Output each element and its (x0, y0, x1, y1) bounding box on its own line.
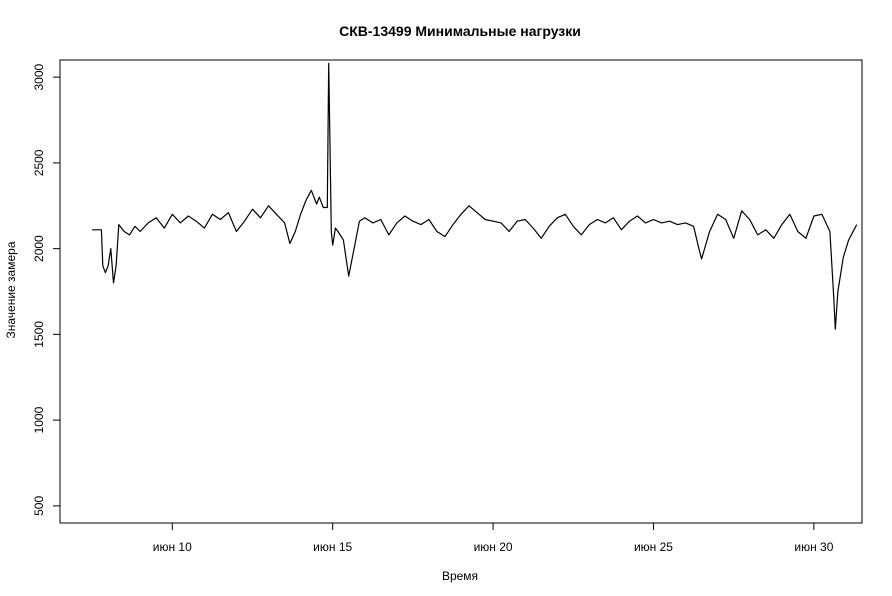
y-tick-label: 2500 (32, 149, 46, 176)
x-tick-label: июн 25 (634, 540, 673, 554)
x-tick-label: июн 15 (313, 540, 352, 554)
y-tick-label: 2000 (32, 235, 46, 262)
x-tick-label: июн 20 (474, 540, 513, 554)
y-tick-label: 500 (32, 496, 46, 516)
x-axis: июн 10 июн 15 июн 20 июн 25 июн 30 (153, 523, 834, 554)
x-tick-label: июн 30 (794, 540, 833, 554)
y-tick-label: 1000 (32, 406, 46, 433)
y-axis-label: Значение замера (4, 241, 18, 338)
y-tick-label: 1500 (32, 321, 46, 348)
chart-title: СКВ-13499 Минимальные нагрузки (339, 23, 581, 39)
y-tick-label: 3000 (32, 63, 46, 90)
series-layer (92, 62, 858, 330)
y-axis: 500 1000 1500 2000 2500 3000 (32, 63, 60, 516)
x-tick-label: июн 10 (153, 540, 192, 554)
x-axis-label: Время (442, 569, 478, 583)
series-line (92, 62, 858, 330)
plot-frame (59, 59, 863, 524)
